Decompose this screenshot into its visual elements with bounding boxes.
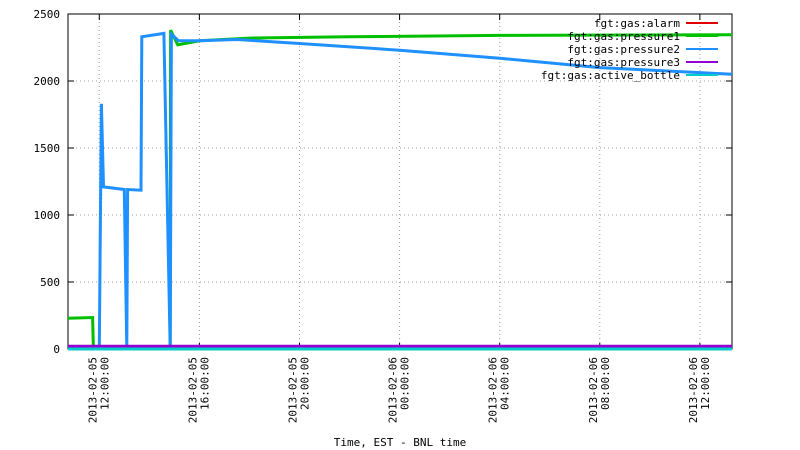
legend-label: fgt:gas:alarm [594, 17, 680, 30]
x-tick-label: 12:00:00 [98, 357, 111, 410]
x-tick-label: 2013-02-05 [286, 357, 299, 423]
x-tick-label: 00:00:00 [399, 357, 412, 410]
x-tick-label: 16:00:00 [198, 357, 211, 410]
y-tick-label: 2000 [34, 75, 61, 88]
x-tick-label: 2013-02-06 [687, 357, 700, 423]
x-tick-label: 12:00:00 [699, 357, 712, 410]
x-axis-label: Time, EST - BNL time [334, 436, 466, 449]
y-tick-label: 0 [53, 343, 60, 356]
y-tick-label: 1000 [34, 209, 61, 222]
x-tick-label: 2013-02-06 [387, 357, 400, 423]
series-line [68, 30, 733, 351]
x-tick-label: 2013-02-05 [86, 357, 99, 423]
x-tick-label: 08:00:00 [599, 357, 612, 410]
y-tick-label: 2500 [34, 8, 61, 21]
x-tick-label: 2013-02-05 [186, 357, 199, 423]
legend-label: fgt:gas:pressure1 [567, 30, 680, 43]
x-tick-label: 2013-02-06 [487, 357, 500, 423]
y-tick-label: 500 [40, 276, 60, 289]
legend-label: fgt:gas:pressure2 [567, 43, 680, 56]
series-line [67, 29, 733, 351]
y-tick-label: 1500 [34, 142, 61, 155]
x-tick-label: 2013-02-06 [587, 357, 600, 423]
x-tick-label: 20:00:00 [298, 357, 311, 410]
legend-label: fgt:gas:active_bottle [541, 69, 680, 82]
legend-label: fgt:gas:pressure3 [567, 56, 680, 69]
x-tick-label: 04:00:00 [499, 357, 512, 410]
